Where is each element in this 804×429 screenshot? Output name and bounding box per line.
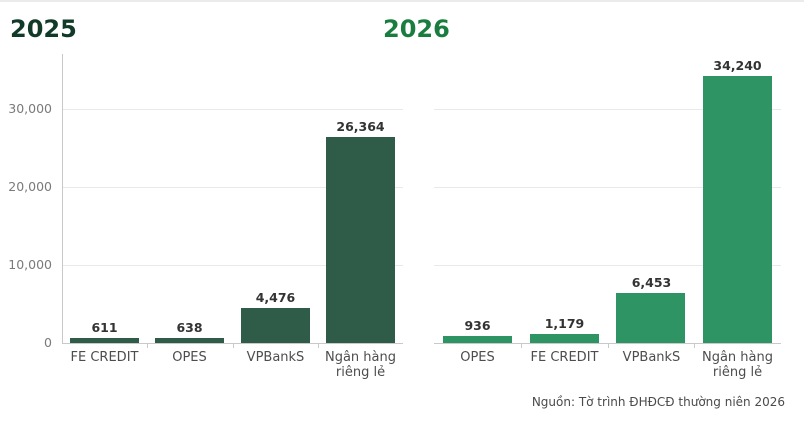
top-divider: [0, 0, 804, 2]
bar-value-label: 611: [91, 320, 118, 335]
category-label: VPBankS: [622, 350, 681, 365]
axis-tick: [608, 344, 609, 348]
category-label: VPBankS: [246, 350, 305, 365]
category-label: OPES: [172, 350, 207, 365]
category-label: OPES: [460, 350, 495, 365]
axis-tick: [147, 344, 148, 348]
x-axis-line: [62, 343, 403, 344]
y-tick-label: 10,000: [8, 257, 52, 272]
gridline: [434, 109, 781, 110]
x-axis-line: [434, 343, 781, 344]
gridline: [434, 187, 781, 188]
gridline: [62, 265, 403, 266]
bar-value-label: 4,476: [255, 290, 296, 305]
chart-title-2026: 2026: [383, 15, 450, 43]
source-note: Nguồn: Tờ trình ĐHĐCĐ thường niên 2026: [531, 395, 785, 409]
y-tick-label: 30,000: [8, 101, 52, 116]
bar-value-label: 1,179: [544, 316, 585, 331]
gridline: [434, 265, 781, 266]
bar-value-label: 6,453: [631, 275, 672, 290]
gridline: [62, 187, 403, 188]
bar-value-label: 26,364: [336, 119, 385, 134]
category-label: FE CREDIT: [530, 350, 599, 365]
category-label: Ngân hàng riêng lẻ: [701, 350, 773, 380]
bar: [530, 334, 599, 343]
y-axis-line: [62, 54, 63, 344]
axis-tick: [318, 344, 319, 348]
bar-value-label: 638: [176, 320, 203, 335]
y-tick-label: 20,000: [8, 179, 52, 194]
bar-value-label: 34,240: [713, 58, 762, 73]
bar-value-label: 936: [464, 318, 491, 333]
axis-tick: [521, 344, 522, 348]
bar: [703, 76, 772, 343]
bar: [155, 338, 224, 343]
axis-tick: [233, 344, 234, 348]
chart-title-2025: 2025: [10, 15, 77, 43]
category-label: Ngân hàng riêng lẻ: [324, 350, 396, 380]
y-tick-label: 0: [44, 335, 52, 350]
bar: [443, 336, 512, 343]
bar: [70, 338, 139, 343]
axis-tick: [694, 344, 695, 348]
bar: [241, 308, 310, 343]
bar: [326, 137, 395, 343]
gridline: [62, 109, 403, 110]
category-label: FE CREDIT: [70, 350, 139, 365]
bar: [616, 293, 685, 343]
